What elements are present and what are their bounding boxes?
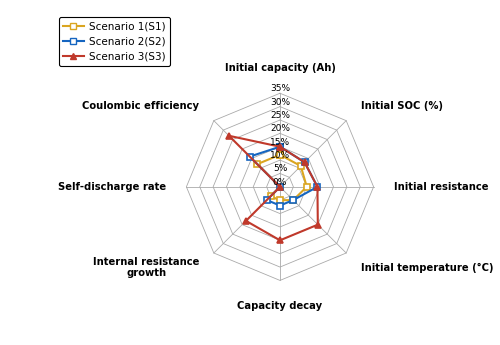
Text: 15%: 15% xyxy=(270,138,290,147)
Text: 5%: 5% xyxy=(273,165,287,174)
Legend: Scenario 1(S1), Scenario 2(S2), Scenario 3(S3): Scenario 1(S1), Scenario 2(S2), Scenario… xyxy=(59,17,170,66)
Text: 25%: 25% xyxy=(270,111,290,120)
Text: Initial capacity (Ah): Initial capacity (Ah) xyxy=(224,63,336,73)
Text: 20%: 20% xyxy=(270,124,290,134)
Text: Initial SOC (%): Initial SOC (%) xyxy=(360,101,442,111)
Text: Capacity decay: Capacity decay xyxy=(238,301,322,311)
Text: 35%: 35% xyxy=(270,84,290,93)
Text: 10%: 10% xyxy=(270,151,290,160)
Text: 0%: 0% xyxy=(273,178,287,187)
Text: Internal resistance
growth: Internal resistance growth xyxy=(93,257,200,278)
Text: Initial temperature (°C): Initial temperature (°C) xyxy=(360,263,493,273)
Text: Self-discharge rate: Self-discharge rate xyxy=(58,182,166,192)
Text: Coulombic efficiency: Coulombic efficiency xyxy=(82,101,200,111)
Text: Initial resistance: Initial resistance xyxy=(394,182,488,192)
Text: 30%: 30% xyxy=(270,98,290,107)
